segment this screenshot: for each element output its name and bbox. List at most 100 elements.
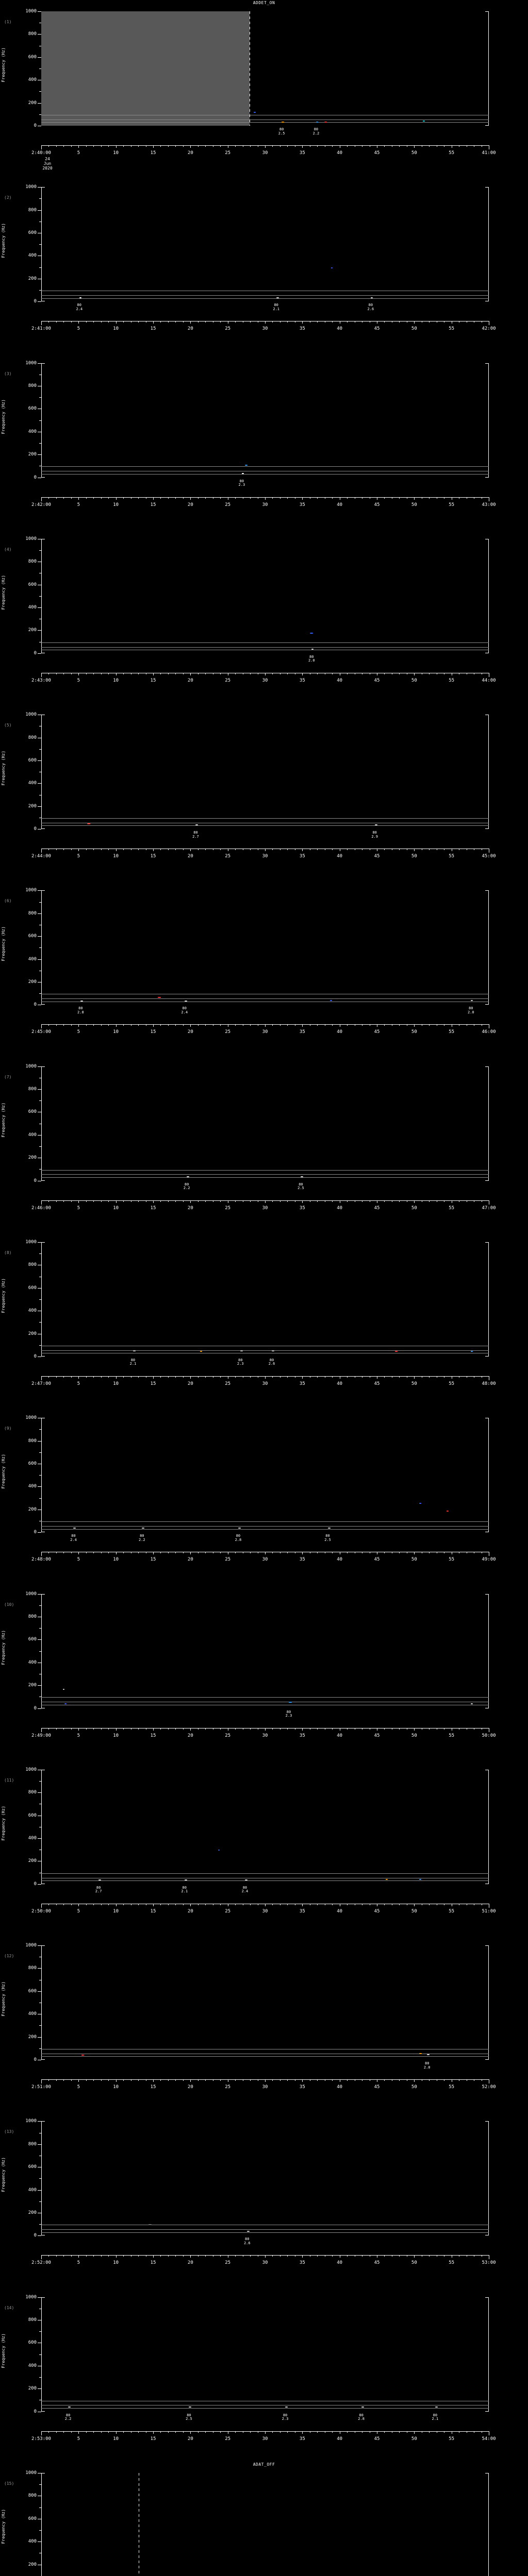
x-tick-minor (399, 1903, 400, 1905)
x-tick-label: 30 (262, 150, 268, 156)
x-tick-minor (63, 849, 64, 851)
plot-area[interactable] (41, 187, 489, 302)
detection-mark (419, 2053, 422, 2054)
x-tick (78, 1024, 79, 1027)
y-tick (38, 210, 41, 211)
x-tick-minor (235, 1552, 236, 1554)
x-tick-minor (384, 1376, 385, 1378)
x-tick (265, 1727, 266, 1731)
y-tick-label: 600 (28, 1812, 37, 1818)
x-tick-minor (287, 2079, 288, 2081)
x-tick-label: 10 (113, 150, 119, 156)
y-tick-label: 0 (34, 1530, 37, 1535)
y-tick-label: 800 (28, 2317, 37, 2323)
y-tick-label: 400 (28, 77, 37, 83)
x-tick (78, 1376, 79, 1379)
threshold-line (41, 1177, 489, 1178)
y-tick-label: 800 (28, 1438, 37, 1444)
x-tick-minor (86, 321, 87, 323)
right-axis-line (488, 715, 489, 829)
x-tick-label: 40 (337, 502, 343, 507)
y-tick-label: 400 (28, 429, 37, 434)
y-tick-label: 800 (28, 1614, 37, 1619)
right-axis-line (488, 2297, 489, 2412)
x-tick-minor (197, 145, 199, 147)
y-tick-minor (39, 550, 41, 551)
y-tick (38, 1486, 41, 1487)
plot-area[interactable] (41, 538, 489, 653)
x-tick-label: 20 (187, 854, 193, 859)
plot-area[interactable] (41, 363, 489, 478)
x-tick (414, 1024, 415, 1027)
plot-area[interactable] (41, 11, 489, 126)
detection-annotation: 80 2.0 (467, 1006, 474, 1014)
x-tick (302, 1727, 303, 1731)
x-tick-minor (86, 1200, 87, 1202)
plot-area[interactable] (41, 1945, 489, 2060)
chart-panel: (13) Frequency (Hz) 0 200 400 600 800 1000 80 2.… (0, 2110, 528, 2285)
plot-area[interactable] (41, 2472, 489, 2576)
plot-area[interactable] (41, 1418, 489, 1533)
plot-area[interactable] (41, 1769, 489, 1884)
x-tick-label: 25 (225, 1557, 231, 1563)
y-axis-label: Frequency (Hz) (1, 1278, 6, 1313)
x-tick-minor (347, 2255, 348, 2257)
x-tick-minor (429, 1727, 430, 1730)
plot-area[interactable] (41, 2297, 489, 2412)
y-tick-minor (39, 397, 41, 398)
x-tick-minor (160, 145, 161, 147)
plot-area[interactable] (41, 1242, 489, 1357)
x-tick-label: 45 (374, 1029, 380, 1035)
y-tick-label: 800 (28, 1262, 37, 1268)
y-tick-label: 0 (34, 1002, 37, 1008)
x-tick-minor (347, 1552, 348, 1554)
x-tick-label: 25 (225, 1381, 231, 1386)
detection-mark (218, 1850, 220, 1851)
detection-mark (189, 2406, 192, 2408)
x-tick-minor (399, 672, 400, 674)
y-tick-label: 200 (28, 276, 37, 281)
x-tick-minor (197, 1903, 199, 1905)
x-tick-minor (250, 2255, 251, 2257)
x-tick (116, 145, 117, 148)
x-tick-label: 2:41:00 (31, 326, 51, 332)
axis-corner-tick (41, 1180, 45, 1181)
plot-area[interactable] (41, 890, 489, 1005)
y-tick-label: 600 (28, 1461, 37, 1467)
y-tick-minor (39, 2507, 41, 2508)
x-tick (41, 497, 42, 501)
x-tick (41, 145, 42, 149)
plot-area[interactable] (41, 1066, 489, 1181)
detection-mark (301, 1176, 304, 1177)
x-tick-minor (160, 1376, 161, 1378)
x-tick-label: 10 (113, 326, 119, 332)
x-tick-minor (429, 1024, 430, 1026)
x-tick-minor (168, 2431, 169, 2433)
x-tick-label: 48:00 (482, 1381, 496, 1386)
x-tick-minor (183, 672, 184, 674)
x-tick-label: 40 (337, 1381, 343, 1386)
y-tick (38, 913, 41, 914)
y-axis-label: Frequency (Hz) (1, 1454, 6, 1489)
y-tick-label: 200 (28, 1506, 37, 1512)
panel-index-label: (10) (4, 1602, 14, 1607)
x-tick-minor (160, 849, 161, 851)
y-tick (38, 607, 41, 608)
x-tick-minor (48, 1376, 50, 1378)
x-tick-minor (220, 1024, 221, 1026)
x-tick-minor (175, 1727, 176, 1730)
y-tick-minor (39, 244, 41, 245)
plot-area[interactable] (41, 2121, 489, 2236)
x-tick-minor (205, 1024, 206, 1026)
y-tick-label: 200 (28, 1155, 37, 1161)
x-tick-minor (160, 1903, 161, 1905)
x-tick-minor (384, 2255, 385, 2257)
plot-area[interactable] (41, 1594, 489, 1708)
x-tick-minor (63, 1376, 64, 1378)
x-tick-minor (86, 2079, 87, 2081)
plot-area[interactable] (41, 715, 489, 829)
x-tick-minor (138, 497, 139, 499)
y-axis-label: Frequency (Hz) (1, 2157, 6, 2192)
x-tick-label: 30 (262, 1029, 268, 1035)
y-tick (38, 1242, 41, 1243)
